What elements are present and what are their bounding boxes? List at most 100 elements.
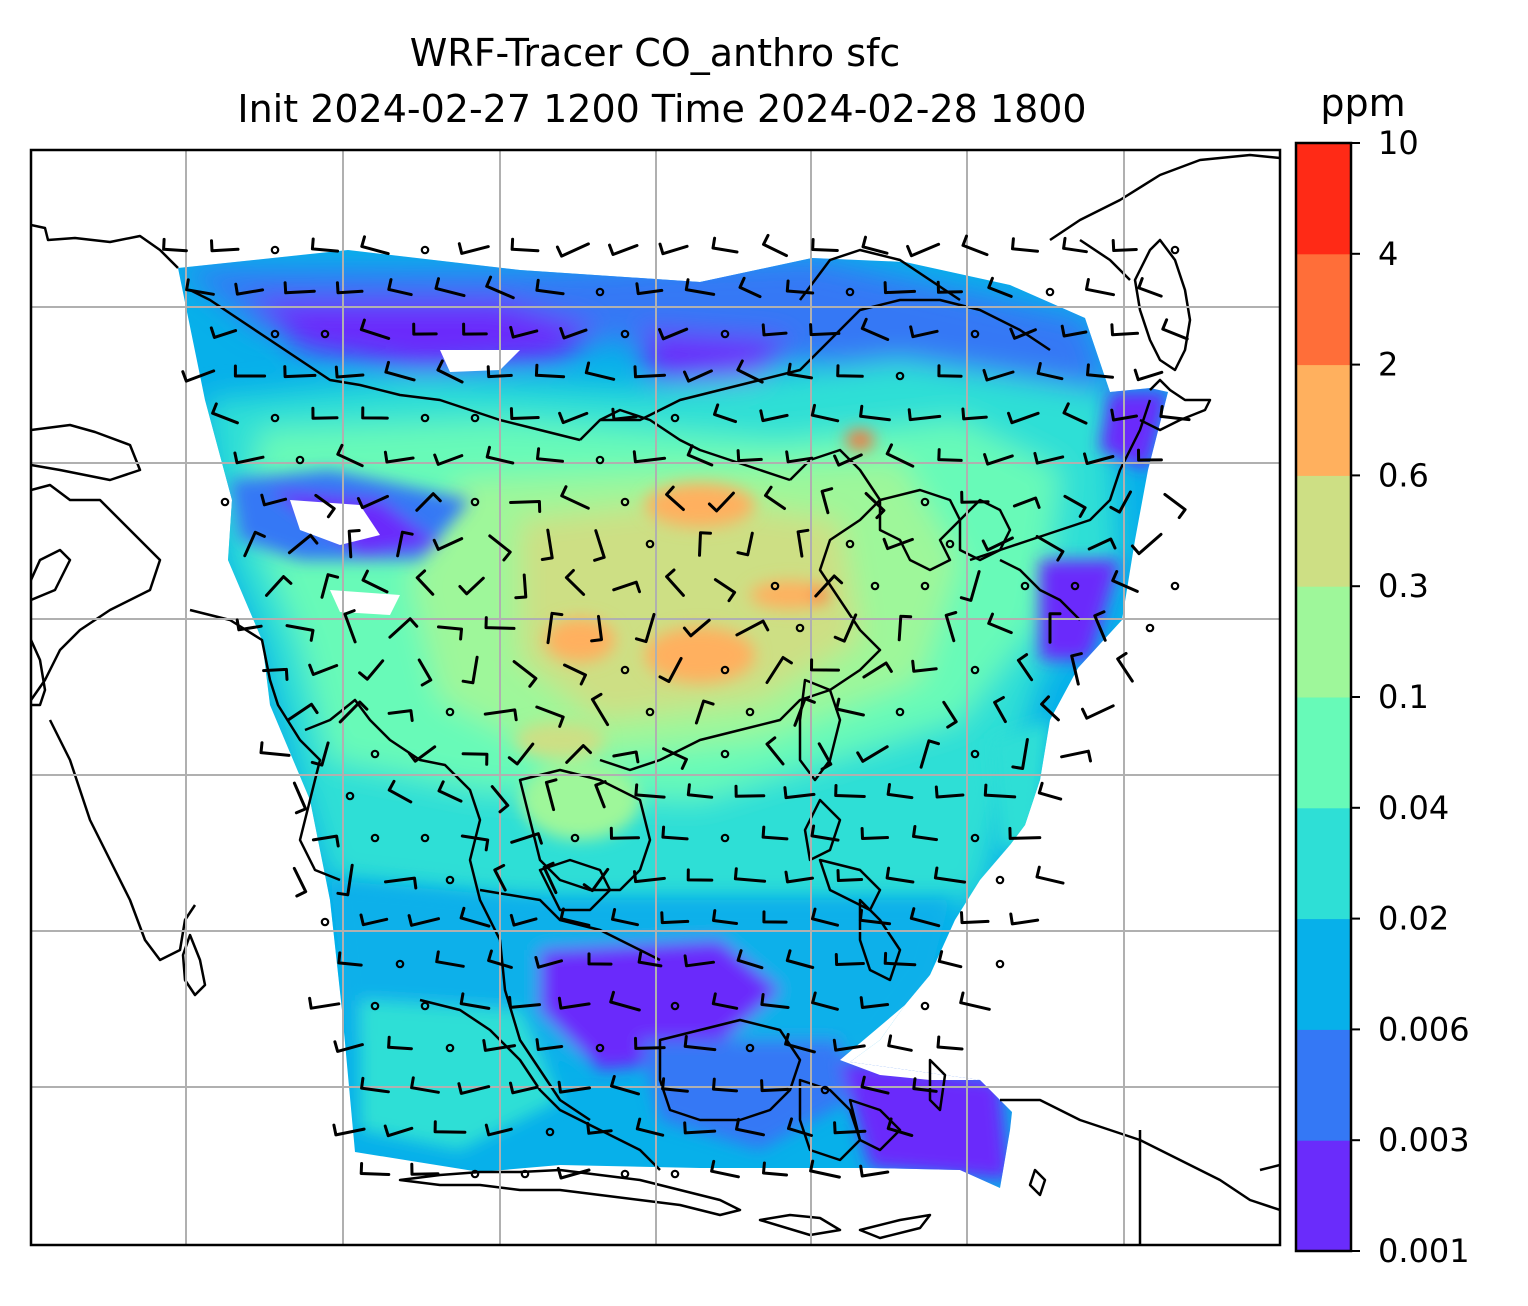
wind-barb (882, 537, 914, 551)
wind-barb (265, 575, 293, 597)
wind-barb-calm (445, 875, 455, 885)
wind-barb (933, 866, 967, 884)
colorbar-band (1296, 697, 1351, 809)
wind-barb (1035, 535, 1065, 562)
wind-barb (713, 578, 737, 603)
wind-barb (665, 485, 685, 511)
wind-barb (347, 529, 361, 559)
colorbar: ppm 0.001 0.003 0.006 0.02 0.04 0.1 0.3 0.6 2 4 10 (1294, 81, 1470, 1270)
wind-barb (540, 528, 554, 561)
wind-barb (336, 863, 354, 897)
wind-barb (759, 409, 789, 423)
wind-barb (784, 870, 814, 884)
wind-barb-calm (270, 329, 280, 339)
wind-barb (412, 322, 438, 336)
wind-barb (886, 783, 914, 800)
colorbar-bands (1296, 143, 1351, 1252)
wind-barb (535, 705, 565, 728)
wind-barb (314, 493, 336, 519)
wind-barb-calm (445, 1043, 455, 1053)
colorbar-tick-label: 0.1 (1378, 678, 1429, 716)
wind-barb (490, 785, 510, 814)
wind-barb (560, 485, 590, 510)
wind-barb-calm (970, 665, 980, 675)
wind-barb (634, 783, 666, 799)
wind-barb (482, 1039, 517, 1052)
colorbar-tick-label: 0.3 (1378, 567, 1429, 605)
wind-barb (811, 907, 839, 927)
wind-barb (1110, 408, 1138, 422)
wind-barb (860, 317, 890, 341)
wind-barb (1110, 323, 1139, 337)
wind-barb (1035, 865, 1065, 885)
wind-barb (509, 325, 539, 339)
wind-barb (384, 360, 416, 382)
wind-barb (637, 950, 663, 968)
wind-barb-calm (945, 539, 955, 549)
wind-barb (683, 954, 715, 968)
wind-barb (761, 323, 788, 337)
colorbar-band (1296, 143, 1351, 255)
wind-barb (310, 741, 330, 767)
wind-barb (811, 991, 839, 1011)
wind-barb (358, 659, 385, 681)
wind-barb (665, 568, 685, 597)
colorbar-tick-label: 10 (1378, 124, 1419, 162)
wind-barb (684, 278, 716, 296)
wind-barb (937, 364, 963, 378)
wind-barb (632, 450, 667, 464)
wind-barb (959, 991, 991, 1011)
wind-barb (633, 870, 666, 884)
wind-barb (1163, 492, 1187, 520)
wind-barb (415, 492, 442, 512)
wind-barb (512, 660, 538, 688)
colorbar-band (1296, 253, 1351, 366)
wind-barb (764, 485, 786, 510)
wind-barb (1009, 912, 1040, 926)
wind-barb (484, 1123, 513, 1137)
wind-barb (260, 493, 288, 507)
wind-barb (661, 825, 689, 841)
wind-barb (383, 1124, 414, 1138)
wind-barb (417, 658, 433, 687)
wind-barb (635, 282, 664, 296)
wind-barb (635, 1117, 665, 1137)
wind-barb (534, 363, 566, 379)
wind-barb-calm (595, 287, 605, 297)
wind-barb (308, 996, 341, 1010)
wind-barb (233, 451, 265, 465)
wind-barb-calm (970, 749, 980, 759)
wind-barb (1081, 704, 1115, 720)
wind-barb (387, 1035, 413, 1051)
colorbar-band (1296, 586, 1351, 698)
wind-barb (387, 779, 413, 804)
wind-barb (1070, 652, 1083, 686)
wind-barb (1109, 490, 1132, 514)
wind-barbs (162, 233, 1191, 1180)
wind-barb (384, 876, 418, 890)
wind-barb (817, 742, 833, 771)
wind-barb-calm (445, 707, 455, 717)
wind-barb (734, 784, 766, 798)
wind-barb (712, 909, 738, 925)
wind-barb (335, 281, 364, 295)
wind-barb (433, 453, 464, 466)
wind-barb (810, 824, 840, 842)
wind-barb (909, 907, 941, 928)
wind-barb-calm (620, 1169, 630, 1179)
wind-barb (683, 1035, 717, 1052)
colorbar-tick-label: 2 (1378, 346, 1398, 384)
wind-barb-calm (620, 329, 630, 339)
wind-barb-calm (770, 581, 780, 591)
wind-barb (508, 995, 541, 1009)
wind-barb (509, 913, 538, 927)
wind-barb-calm (870, 581, 880, 591)
wind-barb-calm (645, 539, 655, 549)
wind-barb-calm (470, 497, 480, 507)
colorbar-band (1296, 1140, 1351, 1252)
wind-barb (407, 745, 437, 763)
wind-barb (883, 281, 916, 295)
wind-barb (735, 619, 770, 637)
wind-barb (536, 447, 564, 463)
colorbar-tick-label: 0.04 (1378, 789, 1449, 827)
